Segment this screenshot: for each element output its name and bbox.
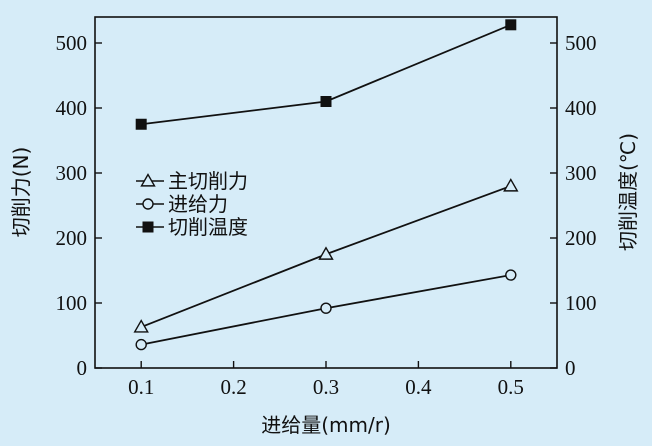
x-tick-label: 0.1 [128,375,154,399]
series-1-point [320,302,332,314]
series-1-point [135,338,147,351]
x-tick-label: 0.2 [220,375,246,399]
series-2-point [320,96,332,107]
right-y-axis-title: 切削温度(℃) [616,133,640,251]
left-y-tick-label: 100 [56,291,88,315]
series-0-point [133,319,149,333]
legend-label: 主切削力 [168,169,248,193]
series-0-point [318,246,334,260]
series-2-point [135,118,147,130]
plot-area [94,16,558,369]
right-y-tick-label: 200 [565,226,597,250]
left-y-tick-label: 0 [77,356,88,380]
right-y-axis-ticks: 0 100 200 300 400 500 [550,31,597,380]
left-y-axis-title: 切削力(N) [9,147,33,238]
left-y-axis-ticks: 0 100 200 300 400 500 [56,31,102,380]
series-layer [133,19,519,351]
legend-marker [142,221,154,233]
right-y-tick-label: 400 [565,96,597,120]
legend-marker [142,198,154,210]
left-y-tick-label: 500 [56,31,88,55]
right-y-tick-label: 500 [565,31,597,55]
right-y-tick-label: 300 [565,161,597,185]
x-tick-label: 0.5 [498,375,524,399]
legend-marker [140,173,156,187]
series-2-point [505,19,517,31]
legend-label: 切削温度 [168,215,248,239]
series-1-point [505,269,517,281]
left-y-tick-label: 400 [56,96,88,120]
right-y-tick-label: 0 [565,356,576,380]
x-axis-title: 进给量(mm/r) [261,413,391,437]
left-y-tick-label: 200 [56,226,88,250]
series-0-point [503,178,519,192]
left-y-tick-label: 300 [56,161,88,185]
x-tick-label: 0.3 [313,375,339,399]
right-y-tick-label: 100 [565,291,597,315]
x-axis-ticks: 0.1 0.2 0.3 0.4 0.5 [128,361,524,399]
x-tick-label: 0.4 [405,375,432,399]
legend-label: 进给力 [168,192,228,216]
